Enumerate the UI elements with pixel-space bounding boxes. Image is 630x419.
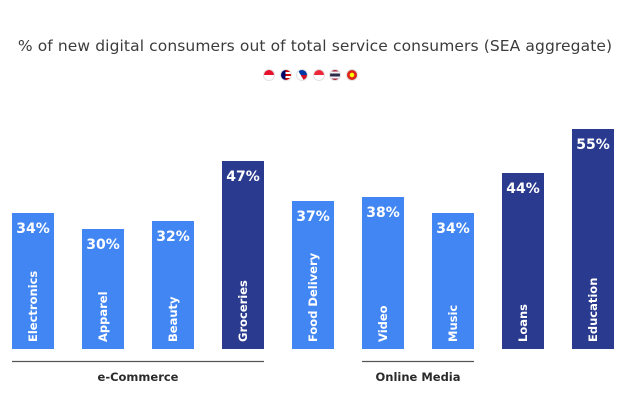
bar-music xyxy=(432,213,474,349)
philippines-flag-icon xyxy=(296,69,308,81)
bar-beauty xyxy=(152,221,194,349)
category-label-video: Video xyxy=(376,305,390,342)
bar-food-delivery xyxy=(292,201,334,349)
bar-groceries xyxy=(222,161,264,349)
category-label-music: Music xyxy=(446,305,460,342)
value-label-music: 34% xyxy=(436,221,470,237)
category-label-education: Education xyxy=(586,278,600,342)
category-label-electronics: Electronics xyxy=(26,271,40,342)
category-label-groceries: Groceries xyxy=(236,280,250,342)
value-label-education: 55% xyxy=(576,137,610,153)
vietnam-flag-icon xyxy=(345,69,358,81)
chart-title: % of new digital consumers out of total … xyxy=(17,37,613,55)
value-label-groceries: 47% xyxy=(226,169,260,185)
bar-video xyxy=(362,197,404,349)
value-label-electronics: 34% xyxy=(16,221,50,237)
thailand-flag-icon xyxy=(329,69,341,81)
value-label-food-delivery: 37% xyxy=(296,209,330,225)
bar-electronics xyxy=(12,213,54,349)
bar-education xyxy=(572,129,614,349)
category-label-loans: Loans xyxy=(516,304,530,342)
value-label-video: 38% xyxy=(366,205,400,221)
malaysia-flag-icon xyxy=(279,69,292,81)
value-label-loans: 44% xyxy=(506,181,540,197)
indonesia-flag-icon xyxy=(263,69,275,81)
bar-apparel xyxy=(82,229,124,349)
category-label-beauty: Beauty xyxy=(166,296,180,342)
group-label-online-media: Online Media xyxy=(375,370,460,384)
bar-loans xyxy=(502,173,544,349)
category-label-food-delivery: Food Delivery xyxy=(306,252,320,342)
group-label-e-commerce: e-Commerce xyxy=(98,370,179,384)
value-label-beauty: 32% xyxy=(156,229,190,245)
category-label-apparel: Apparel xyxy=(96,291,110,342)
value-label-apparel: 30% xyxy=(86,237,120,253)
singapore-flag-icon xyxy=(312,69,325,81)
